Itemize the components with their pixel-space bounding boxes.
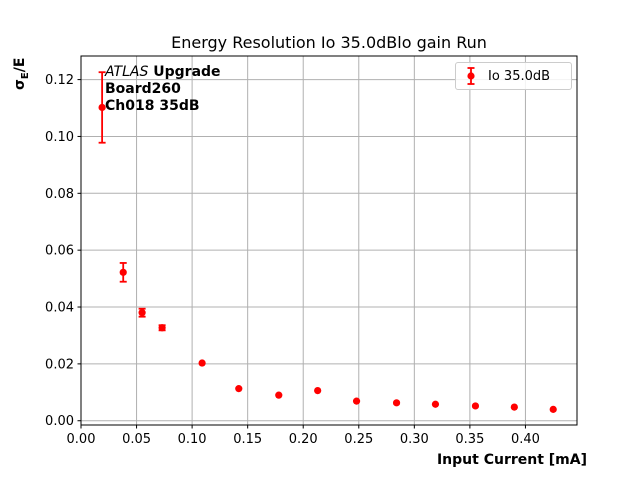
x-tick-label: 0.20	[289, 432, 318, 447]
data-point	[138, 309, 146, 317]
y-tick-label: 0.06	[45, 244, 74, 259]
annotation-line-2: Board260	[105, 81, 181, 97]
data-point	[198, 359, 206, 367]
x-axis-label: Input Current [mA]	[436, 452, 587, 468]
legend-label: Io 35.0dB	[488, 68, 551, 84]
annotation: ATLAS Upgrade Board260 Ch018 35dB	[105, 64, 221, 115]
data-point	[275, 391, 283, 399]
x-tick-label: 0.40	[511, 432, 540, 447]
data-point	[510, 403, 518, 411]
x-tick-label: 0.00	[67, 432, 96, 447]
data-point	[98, 103, 106, 112]
data-point	[235, 385, 243, 393]
x-tick-label: 0.15	[233, 432, 262, 447]
y-tick-label: 0.08	[45, 187, 74, 202]
data-point	[352, 397, 361, 405]
x-tick-label: 0.30	[400, 432, 429, 447]
y-tick-label: 0.00	[45, 414, 74, 429]
y-axis-label: σE/E	[12, 58, 31, 90]
data-point	[549, 405, 557, 413]
y-tick-label: 0.02	[45, 357, 74, 372]
y-tick-label: 0.04	[45, 301, 74, 316]
axes-spines	[80, 55, 578, 426]
data-point	[471, 402, 480, 410]
x-tick-label: 0.35	[455, 432, 484, 447]
y-axis-label-subscript: E	[19, 72, 31, 80]
annotation-atlas: ATLAS	[105, 64, 149, 80]
legend: Io 35.0dB	[455, 62, 572, 90]
x-tick-label: 0.05	[122, 432, 151, 447]
y-axis-label-rest: /E	[12, 57, 28, 73]
annotation-line-3: Ch018 35dB	[105, 98, 200, 114]
annotation-line-1: ATLAS Upgrade	[105, 64, 221, 81]
y-axis-label-sigma: σ	[12, 79, 28, 90]
legend-errorbar-marker-icon	[467, 67, 475, 85]
y-tick-label: 0.12	[45, 73, 74, 88]
data-point	[119, 268, 127, 276]
data-point	[314, 387, 322, 395]
chart-title: Energy Resolution Io 35.0dBlo gain Run	[171, 33, 487, 52]
data-point	[392, 399, 401, 407]
x-tick-label: 0.25	[344, 432, 373, 447]
y-tick-label: 0.10	[45, 130, 74, 145]
data-point	[158, 324, 166, 332]
data-point	[431, 400, 440, 408]
x-tick-label: 0.10	[178, 432, 207, 447]
annotation-upgrade: Upgrade	[148, 64, 221, 80]
